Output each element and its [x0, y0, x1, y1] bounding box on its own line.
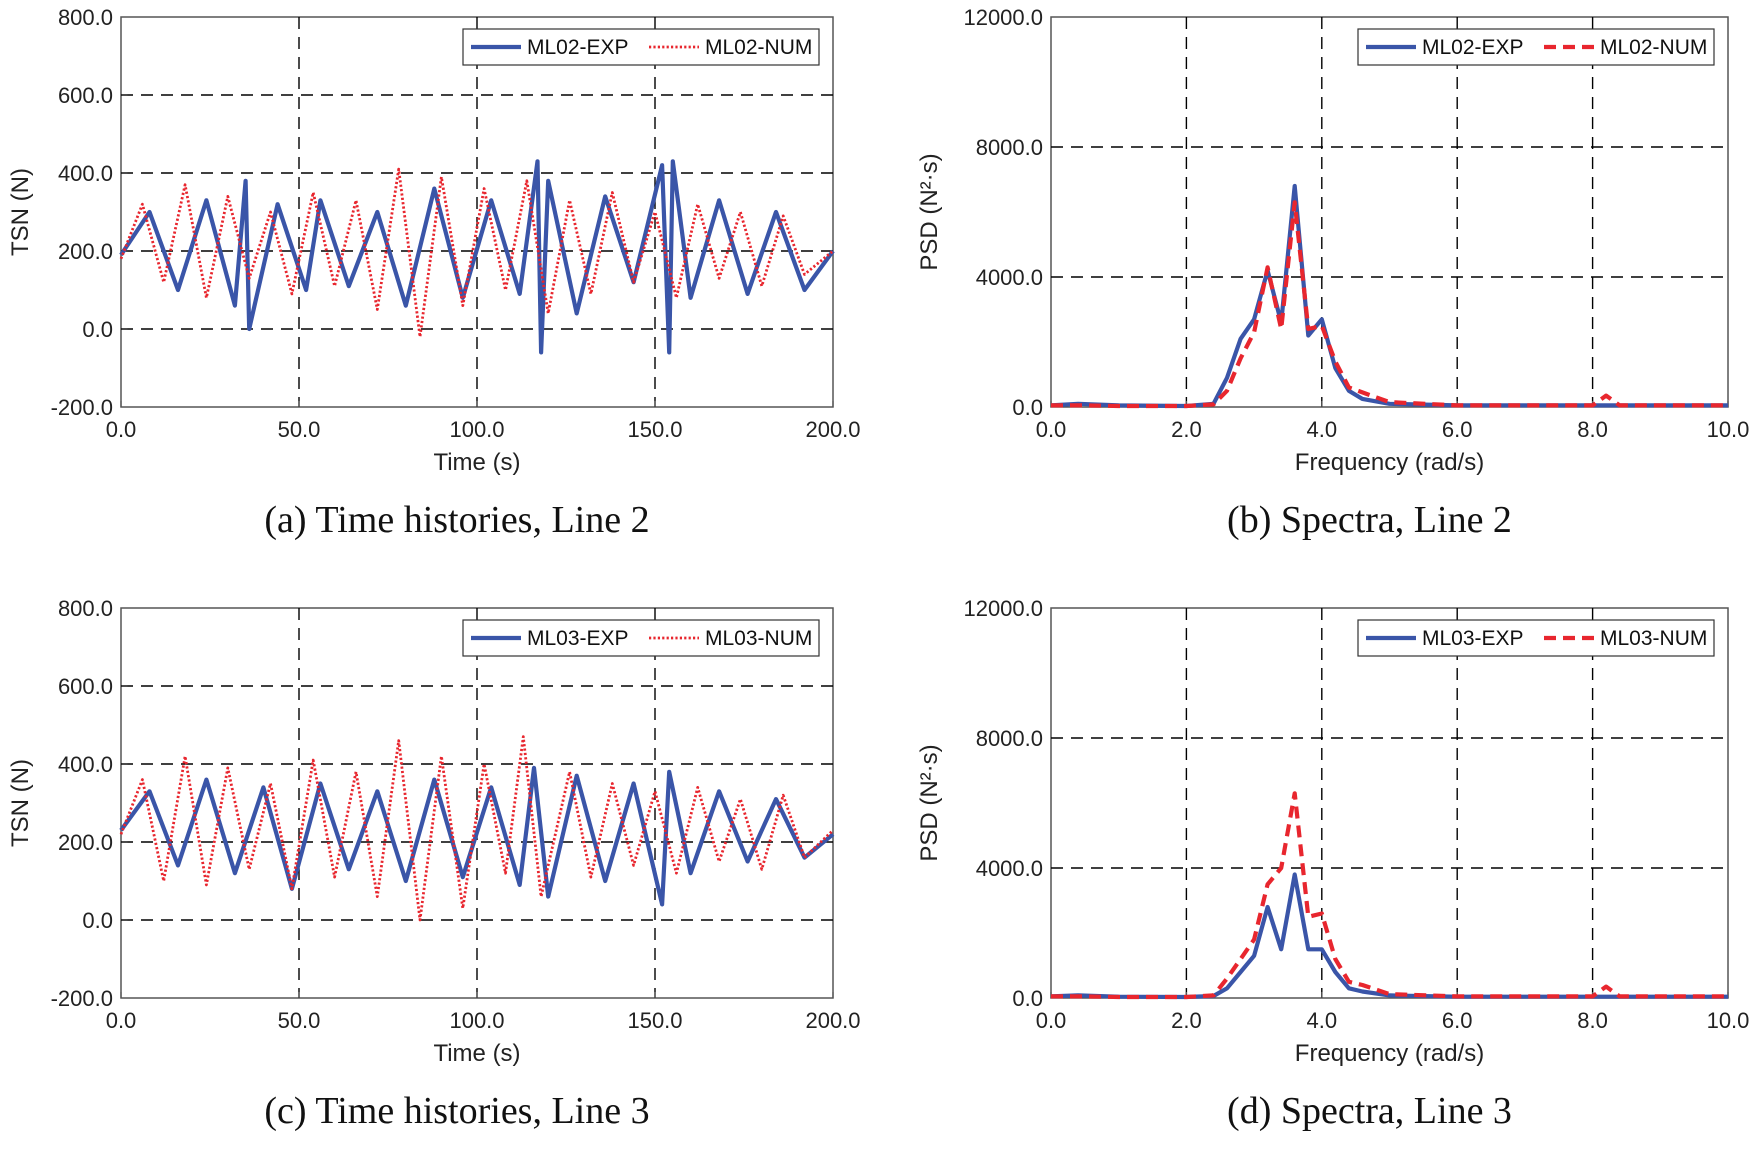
legend: ML03-EXP ML03-NUM: [462, 619, 820, 657]
y-tick-label: 800.0: [58, 596, 113, 621]
y-tick-label: 4000.0: [976, 856, 1043, 881]
series-line-num: [1051, 791, 1728, 1000]
y-tick-label: 600.0: [58, 674, 113, 699]
chart-panel-2: 0.0 2.0 4.0 6.0 8.0 10.0 0.0 4000.0 8000.0 12000.…: [916, 5, 1749, 541]
y-tick-label: 0.0: [82, 908, 113, 933]
panel-caption: (d) Spectra, Line 3: [1227, 1090, 1512, 1132]
y-tick-label: 200.0: [58, 830, 113, 855]
y-tick-label: 0.0: [1012, 986, 1043, 1011]
legend-label: ML03-NUM: [705, 627, 812, 650]
y-tick-label: 400.0: [58, 752, 113, 777]
legend-box: [462, 28, 820, 66]
x-tick-label: 2.0: [1171, 417, 1202, 442]
y-tick-label: -200.0: [51, 395, 113, 420]
chart-panel-4: 0.0 2.0 4.0 6.0 8.0 10.0 0.0 4000.0 8000.0 12000.…: [916, 596, 1749, 1132]
x-axis-label: Frequency (rad/s): [1295, 1040, 1484, 1067]
chart-panel-1: 0.0 50.0 100.0 150.0 200.0-200.00.0200.0400.…: [7, 5, 861, 541]
series-line-num: [119, 735, 834, 922]
x-tick-label: 8.0: [1577, 417, 1608, 442]
y-tick-label: 600.0: [58, 83, 113, 108]
legend-label: ML02-EXP: [1422, 36, 1524, 59]
x-axis-label: Frequency (rad/s): [1295, 449, 1484, 476]
y-tick-label: -200.0: [51, 986, 113, 1011]
x-tick-label: 100.0: [449, 417, 504, 442]
y-tick-label: 12000.0: [963, 596, 1043, 621]
plot-frame: [1050, 16, 1729, 408]
chart-panel-3: 0.0 50.0 100.0 150.0 200.0-200.00.0200.0400.…: [7, 596, 861, 1132]
legend-box: [1357, 28, 1715, 66]
panel-caption: (b) Spectra, Line 2: [1227, 499, 1512, 541]
x-tick-label: 6.0: [1442, 1008, 1473, 1033]
series-line-num: [119, 167, 834, 339]
x-tick-label: 200.0: [805, 417, 860, 442]
legend-label: ML02-NUM: [1600, 36, 1707, 59]
y-axis-label: PSD (N²·s): [916, 744, 943, 861]
y-axis-label: PSD (N²·s): [916, 153, 943, 270]
y-tick-label: 800.0: [58, 5, 113, 30]
x-tick-label: 150.0: [627, 1008, 682, 1033]
panel-caption: (c) Time histories, Line 3: [264, 1090, 649, 1132]
series-line-exp: [119, 765, 835, 907]
plot-frame: [1050, 607, 1729, 999]
x-tick-label: 0.0: [1036, 417, 1067, 442]
legend-box: [462, 619, 820, 657]
x-tick-label: 10.0: [1707, 417, 1750, 442]
legend-label: ML03-EXP: [1422, 627, 1524, 650]
x-axis-label: Time (s): [433, 449, 520, 476]
x-tick-label: 4.0: [1307, 1008, 1338, 1033]
x-tick-label: 0.0: [106, 1008, 137, 1033]
y-tick-label: 4000.0: [976, 265, 1043, 290]
x-tick-label: 6.0: [1442, 417, 1473, 442]
x-axis-label: Time (s): [433, 1040, 520, 1067]
y-tick-label: 12000.0: [963, 5, 1043, 30]
x-tick-label: 2.0: [1171, 1008, 1202, 1033]
y-axis-label: TSN (N): [7, 759, 34, 847]
legend: ML02-EXP ML02-NUM: [1357, 28, 1715, 66]
x-tick-label: 50.0: [278, 417, 321, 442]
x-tick-label: 10.0: [1707, 1008, 1750, 1033]
legend-label: ML02-NUM: [705, 36, 812, 59]
x-tick-label: 0.0: [106, 417, 137, 442]
legend: ML03-EXP ML03-NUM: [1357, 619, 1715, 657]
x-tick-label: 200.0: [805, 1008, 860, 1033]
legend: ML02-EXP ML02-NUM: [462, 28, 820, 66]
legend-label: ML02-EXP: [527, 36, 629, 59]
y-tick-label: 400.0: [58, 161, 113, 186]
x-tick-label: 150.0: [627, 417, 682, 442]
y-tick-label: 8000.0: [976, 135, 1043, 160]
y-tick-label: 0.0: [1012, 395, 1043, 420]
x-tick-label: 8.0: [1577, 1008, 1608, 1033]
x-tick-label: 0.0: [1036, 1008, 1067, 1033]
y-tick-label: 8000.0: [976, 726, 1043, 751]
series-line-exp: [119, 159, 835, 355]
x-tick-label: 100.0: [449, 1008, 504, 1033]
x-tick-label: 4.0: [1307, 417, 1338, 442]
legend-box: [1357, 619, 1715, 657]
y-axis-label: TSN (N): [7, 168, 34, 256]
legend-label: ML03-EXP: [527, 627, 629, 650]
legend-label: ML03-NUM: [1600, 627, 1707, 650]
x-tick-label: 50.0: [278, 1008, 321, 1033]
y-tick-label: 0.0: [82, 317, 113, 342]
panel-caption: (a) Time histories, Line 2: [264, 499, 649, 541]
y-tick-label: 200.0: [58, 239, 113, 264]
